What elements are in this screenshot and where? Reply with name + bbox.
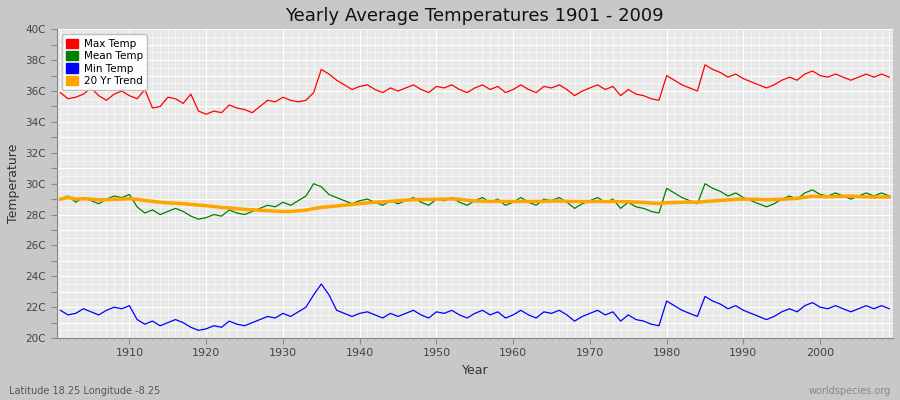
- X-axis label: Year: Year: [462, 364, 488, 377]
- Legend: Max Temp, Mean Temp, Min Temp, 20 Yr Trend: Max Temp, Mean Temp, Min Temp, 20 Yr Tre…: [62, 34, 147, 90]
- Title: Yearly Average Temperatures 1901 - 2009: Yearly Average Temperatures 1901 - 2009: [285, 7, 664, 25]
- Text: Latitude 18.25 Longitude -8.25: Latitude 18.25 Longitude -8.25: [9, 386, 160, 396]
- Text: worldspecies.org: worldspecies.org: [809, 386, 891, 396]
- Y-axis label: Temperature: Temperature: [7, 144, 20, 223]
